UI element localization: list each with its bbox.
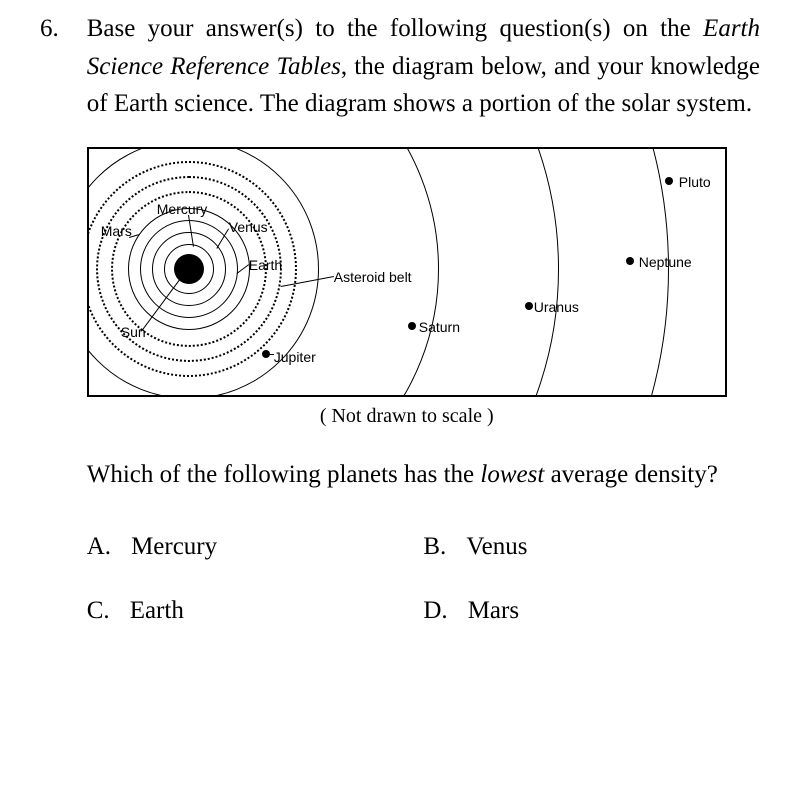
diagram-label-pluto: Pluto <box>679 174 711 190</box>
diagram-label-earth: Earth <box>249 257 282 273</box>
diagram-label-neptune: Neptune <box>639 254 692 270</box>
choice-text: Earth <box>130 597 184 625</box>
question-number: 6. <box>40 10 59 48</box>
diagram-label-asteroid: Asteroid belt <box>334 269 412 285</box>
planet-dot <box>408 322 416 330</box>
diagram-label-saturn: Saturn <box>419 319 460 335</box>
intro-pre: Base your answer(s) to the following que… <box>87 15 703 42</box>
planet-dot <box>626 257 634 265</box>
question-intro: Base your answer(s) to the following que… <box>87 10 760 123</box>
choice-b[interactable]: B. Venus <box>423 533 760 561</box>
choice-a[interactable]: A. Mercury <box>87 533 424 561</box>
diagram-label-sun: Sun <box>121 324 146 340</box>
diagram-label-jupiter: Jupiter <box>274 349 316 365</box>
choice-d[interactable]: D. Mars <box>423 597 760 625</box>
diagram-label-mercury: Mercury <box>157 201 208 217</box>
answer-choices: A. Mercury B. Venus C. Earth D. Mars <box>87 533 760 625</box>
leader-line <box>267 354 274 355</box>
choice-letter: C. <box>87 597 110 625</box>
choice-text: Mercury <box>131 533 217 561</box>
choice-text: Mars <box>468 597 519 625</box>
diagram-label-venus: Venus <box>229 219 268 235</box>
solar-system-diagram: Sun Mercury Venus Earth Mars Jupiter Saturn Ura… <box>87 147 727 397</box>
choice-text: Venus <box>466 533 527 561</box>
planet-dot <box>665 177 673 185</box>
diagram-label-uranus: Uranus <box>534 299 579 315</box>
choice-letter: B. <box>423 533 446 561</box>
choice-c[interactable]: C. Earth <box>87 597 424 625</box>
planet-dot <box>525 302 533 310</box>
diagram-caption: ( Not drawn to scale ) <box>87 405 727 428</box>
choice-letter: A. <box>87 533 111 561</box>
diagram-label-mars: Mars <box>101 223 132 239</box>
prompt-emphasis: lowest <box>480 461 544 488</box>
choice-letter: D. <box>423 597 447 625</box>
question-prompt: Which of the following planets has the l… <box>87 456 760 494</box>
prompt-pre: Which of the following planets has the <box>87 461 481 488</box>
prompt-post: average density? <box>544 461 718 488</box>
